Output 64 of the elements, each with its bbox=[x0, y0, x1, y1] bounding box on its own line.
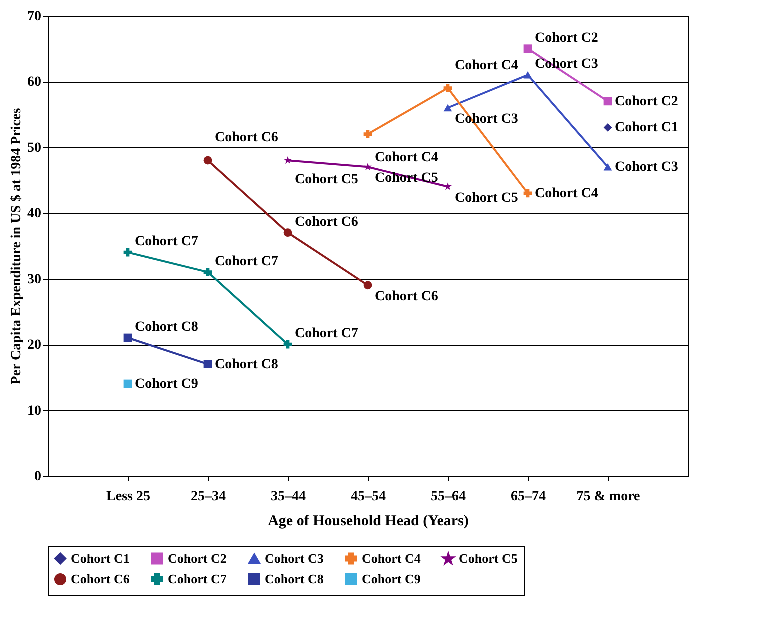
legend-label: Cohort C3 bbox=[265, 551, 324, 566]
point bbox=[204, 360, 212, 368]
point bbox=[604, 124, 612, 132]
text: Cohort C8 bbox=[215, 357, 278, 372]
point bbox=[204, 268, 212, 276]
point bbox=[124, 380, 132, 388]
legend-label: Cohort C5 bbox=[459, 551, 518, 566]
text: Cohort C6 bbox=[295, 214, 358, 230]
x-tick-label: 75 & more bbox=[576, 490, 640, 504]
x-tick-label: Less 25 bbox=[106, 490, 150, 504]
point bbox=[524, 189, 532, 198]
legend-label: Cohort C8 bbox=[265, 572, 324, 586]
y-tick-label: 60 bbox=[28, 75, 42, 90]
text: Cohort C7 bbox=[215, 254, 278, 270]
point bbox=[124, 334, 132, 342]
y-axis-title: Per Capita Expenditure in US $ at 1984 Prices bbox=[10, 108, 24, 385]
point bbox=[364, 130, 372, 138]
y-tick-label: 50 bbox=[28, 140, 42, 156]
text: Cohort C5 bbox=[295, 172, 358, 188]
y-tick-label: 70 bbox=[28, 10, 42, 24]
y-tick-label: 30 bbox=[28, 272, 42, 288]
y-tick-label: 0 bbox=[34, 470, 42, 484]
text: Cohort C7 bbox=[135, 234, 198, 250]
x-tick-label: 35–44 bbox=[271, 490, 306, 504]
y-tick-label: 40 bbox=[28, 206, 42, 222]
text: Cohort C2 bbox=[535, 30, 598, 46]
legend-label: Cohort C7 bbox=[168, 572, 228, 586]
x-tick-label: 45–54 bbox=[351, 490, 386, 504]
text: Cohort C4 bbox=[535, 186, 598, 202]
x-tick-label: 65–74 bbox=[511, 490, 546, 504]
text: Cohort C1 bbox=[615, 120, 678, 136]
point bbox=[444, 104, 452, 112]
text: Cohort C5 bbox=[455, 190, 518, 206]
text: Cohort C8 bbox=[135, 320, 198, 335]
legend-label: Cohort C9 bbox=[362, 572, 422, 586]
point bbox=[604, 97, 612, 106]
text: Cohort C3 bbox=[615, 160, 678, 176]
legend-label: Cohort C2 bbox=[168, 550, 227, 566]
point bbox=[284, 228, 292, 238]
text: Cohort C4 bbox=[455, 58, 518, 74]
legend-label: Cohort C1 bbox=[71, 550, 130, 566]
x-tick-label: 55–64 bbox=[431, 490, 466, 504]
point bbox=[284, 156, 292, 164]
point bbox=[524, 72, 532, 79]
point bbox=[364, 281, 372, 290]
point bbox=[604, 164, 612, 171]
legend-label: Cohort C6 bbox=[71, 572, 130, 586]
legend-label: Cohort C4 bbox=[362, 550, 422, 566]
point bbox=[204, 156, 212, 165]
text: Cohort C6 bbox=[375, 289, 438, 304]
text: Cohort C9 bbox=[135, 377, 198, 392]
text: Cohort C6 bbox=[215, 130, 278, 146]
text: Cohort C7 bbox=[295, 326, 358, 342]
text: Cohort C2 bbox=[615, 94, 678, 110]
point bbox=[284, 340, 292, 349]
x-axis-title: Age of Household Head (Years) bbox=[268, 514, 469, 530]
y-tick-label: 10 bbox=[28, 404, 42, 419]
point bbox=[524, 44, 532, 54]
y-tick-label: 20 bbox=[28, 338, 42, 354]
point bbox=[364, 162, 372, 171]
point bbox=[444, 84, 452, 92]
point bbox=[124, 248, 132, 257]
text: Cohort C4 bbox=[375, 150, 438, 166]
x-tick-label: 25–34 bbox=[191, 490, 226, 504]
